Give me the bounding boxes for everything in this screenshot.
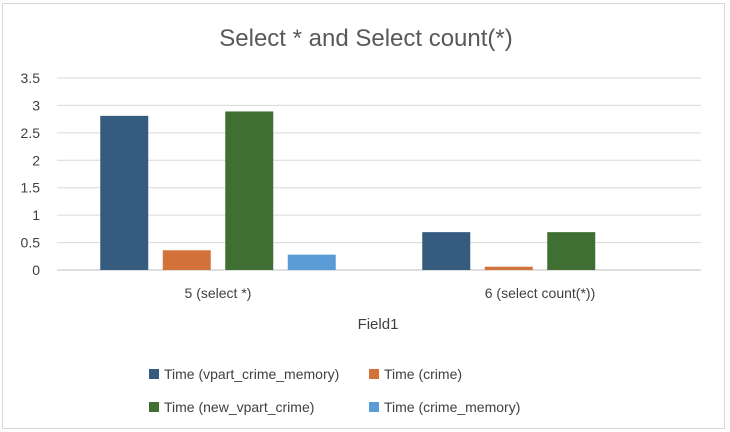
y-tick-label: 0: [32, 262, 40, 278]
legend-swatch: [369, 402, 379, 412]
bar: [287, 254, 336, 270]
x-category-label: 5 (select *): [185, 285, 252, 301]
legend-swatch: [149, 402, 159, 412]
bar: [484, 266, 533, 270]
bar: [225, 111, 274, 270]
legend-label: Time (vpart_crime_memory): [164, 366, 339, 382]
bar: [100, 115, 149, 270]
bars: [100, 111, 596, 270]
y-tick-label: 1.5: [21, 180, 41, 196]
legend-label: Time (crime_memory): [384, 399, 520, 415]
legend: Time (vpart_crime_memory) Time (crime) Tim…: [149, 366, 520, 415]
y-tick-label: 3.5: [21, 70, 41, 86]
chart-title: Select * and Select count(*): [219, 25, 513, 52]
bar: [422, 232, 471, 270]
legend-swatch: [149, 369, 159, 379]
bar: [547, 232, 596, 270]
x-category-label: 6 (select count(*)): [485, 285, 595, 301]
y-axis-ticks: 0 0.5 1 1.5 2 2.5 3 3.5: [21, 70, 41, 278]
x-axis-categories: 5 (select *) 6 (select count(*)): [185, 285, 596, 301]
legend-label: Time (new_vpart_crime): [164, 399, 314, 415]
y-tick-label: 3: [32, 97, 40, 113]
gridlines: [57, 77, 701, 271]
x-axis-title: Field1: [358, 316, 399, 333]
y-tick-label: 1: [32, 207, 40, 223]
y-tick-label: 0.5: [21, 235, 41, 251]
legend-label: Time (crime): [384, 366, 462, 382]
y-tick-label: 2: [32, 152, 40, 168]
y-tick-label: 2.5: [21, 125, 41, 141]
legend-swatch: [369, 369, 379, 379]
bar: [162, 250, 211, 270]
